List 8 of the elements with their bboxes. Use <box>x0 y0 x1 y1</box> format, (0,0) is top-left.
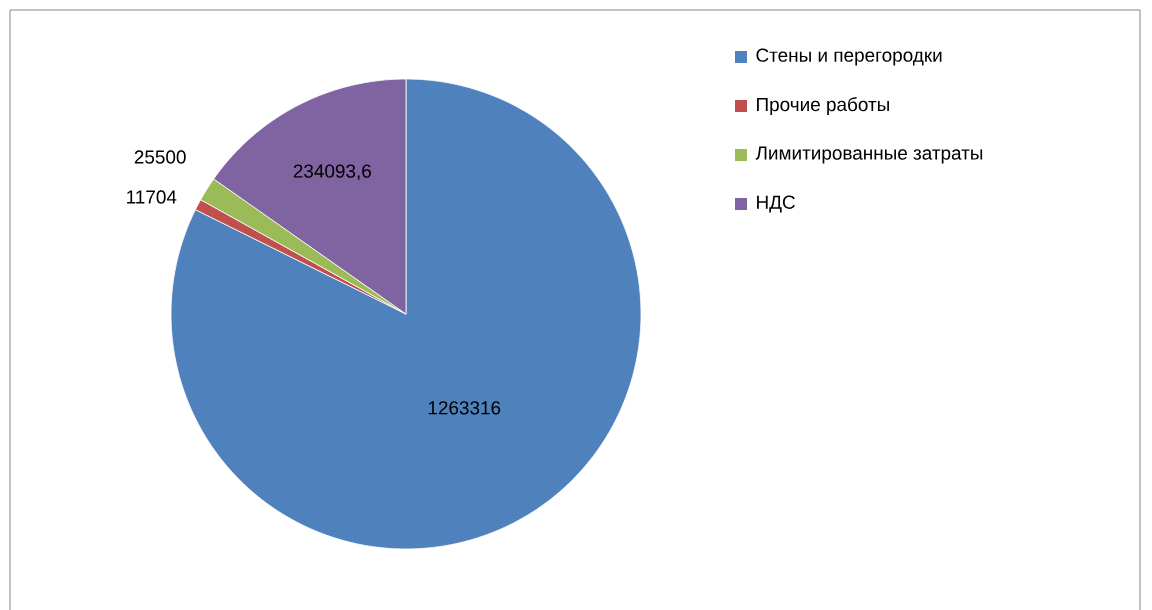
legend-label: Прочие работы <box>757 96 889 115</box>
data-label: 234093,6 <box>293 164 371 180</box>
data-label: 1263316 <box>428 400 501 415</box>
legend-label: Стены и перегородки <box>756 48 942 66</box>
data-label: 11704 <box>127 190 177 204</box>
data-label: 25500 <box>134 150 186 164</box>
legend-label: НДС <box>757 195 795 213</box>
legend-label: Лимитированные затраты <box>755 146 983 164</box>
